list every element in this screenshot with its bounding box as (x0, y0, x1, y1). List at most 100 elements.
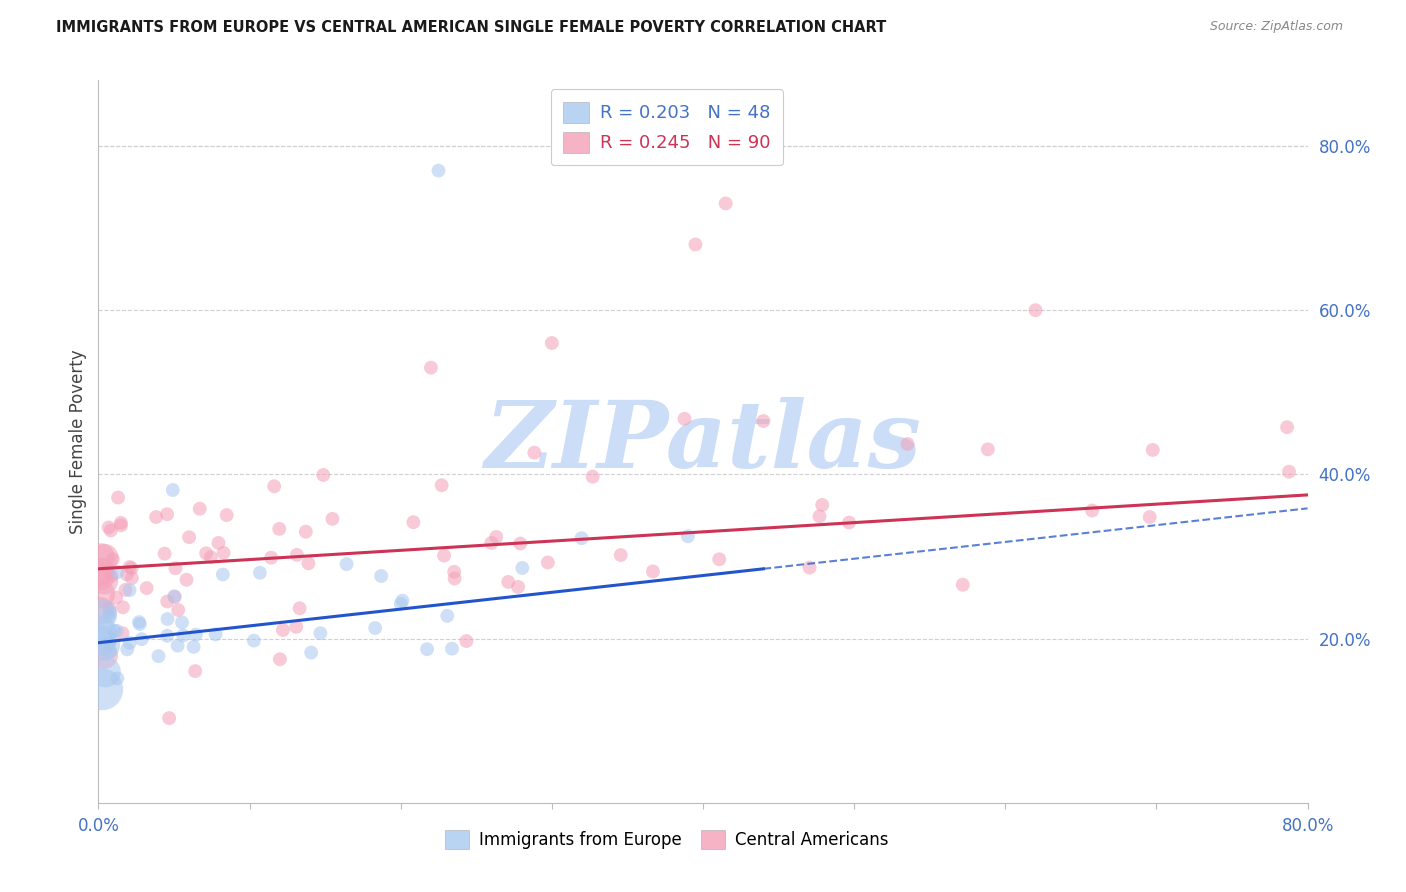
Point (93, 648, 115, 662)
Point (485, 530, 508, 544)
Point (162, 483, 184, 497)
Point (90, 565, 112, 579)
Point (177, 530, 200, 544)
Point (243, 633, 266, 648)
Point (1278, 465, 1301, 479)
Point (115, 567, 138, 582)
Text: Source: ZipAtlas.com: Source: ZipAtlas.com (1209, 20, 1343, 33)
Point (118, 583, 141, 598)
Point (121, 561, 143, 575)
Point (433, 549, 456, 563)
Point (288, 601, 311, 615)
Point (156, 612, 179, 626)
Point (540, 336, 562, 351)
Point (105, 624, 128, 638)
Point (184, 628, 207, 642)
Point (90, 550, 112, 565)
Point (427, 163, 450, 178)
Point (121, 571, 143, 585)
Point (370, 569, 392, 583)
Point (321, 512, 343, 526)
Point (111, 600, 134, 615)
Point (537, 556, 560, 570)
Point (105, 591, 128, 605)
Point (295, 524, 318, 539)
Point (188, 501, 211, 516)
Point (211, 567, 233, 582)
Y-axis label: Single Female Poverty: Single Female Poverty (69, 350, 87, 533)
Point (1275, 420, 1298, 434)
Point (207, 536, 229, 550)
Point (107, 565, 129, 579)
Point (165, 561, 187, 575)
Point (440, 641, 463, 656)
Point (498, 574, 520, 589)
Point (176, 573, 198, 587)
Point (100, 524, 122, 538)
Point (200, 550, 222, 565)
Point (249, 566, 271, 580)
Point (170, 615, 193, 630)
Point (389, 597, 412, 611)
Point (285, 620, 308, 634)
Point (212, 546, 235, 560)
Point (523, 446, 546, 460)
Point (103, 624, 125, 638)
Point (110, 518, 132, 533)
Point (100, 568, 122, 582)
Point (312, 467, 335, 482)
Point (184, 664, 207, 678)
Point (135, 581, 157, 595)
Point (838, 516, 860, 530)
Point (163, 589, 186, 603)
Point (506, 580, 529, 594)
Point (269, 652, 291, 666)
Point (391, 593, 413, 607)
Point (114, 582, 136, 597)
Point (1024, 303, 1046, 318)
Point (402, 515, 425, 529)
Point (799, 560, 821, 574)
Point (510, 561, 533, 575)
Point (977, 442, 1000, 457)
Point (481, 536, 503, 550)
Point (582, 469, 605, 483)
Point (98, 601, 121, 615)
Point (131, 632, 153, 647)
Point (89, 604, 111, 618)
Text: IMMIGRANTS FROM EUROPE VS CENTRAL AMERICAN SINGLE FEMALE POVERTY CORRELATION CHA: IMMIGRANTS FROM EUROPE VS CENTRAL AMERIC… (56, 20, 887, 35)
Point (91, 682, 114, 697)
Point (156, 507, 179, 521)
Point (364, 621, 387, 635)
Point (93, 574, 115, 588)
Point (443, 572, 465, 586)
Point (110, 516, 132, 530)
Point (118, 636, 141, 650)
Point (90, 633, 112, 648)
Point (808, 509, 831, 524)
Point (673, 411, 696, 425)
Point (714, 196, 737, 211)
Point (101, 552, 124, 566)
Point (456, 634, 478, 648)
Point (297, 557, 319, 571)
Point (98, 645, 121, 659)
Point (443, 565, 465, 579)
Point (1142, 442, 1164, 457)
Point (157, 711, 180, 725)
Point (107, 491, 129, 505)
Point (98, 636, 121, 650)
Point (172, 628, 194, 642)
Point (1139, 510, 1161, 524)
Point (145, 510, 167, 524)
Point (97, 520, 120, 534)
Point (271, 623, 294, 637)
Point (676, 529, 699, 543)
Point (93, 550, 115, 565)
Legend: Immigrants from Europe, Central Americans: Immigrants from Europe, Central American… (439, 823, 894, 856)
Point (93, 638, 115, 652)
Point (90, 607, 112, 622)
Text: ZIPatlas: ZIPatlas (485, 397, 921, 486)
Point (436, 608, 458, 623)
Point (896, 437, 918, 451)
